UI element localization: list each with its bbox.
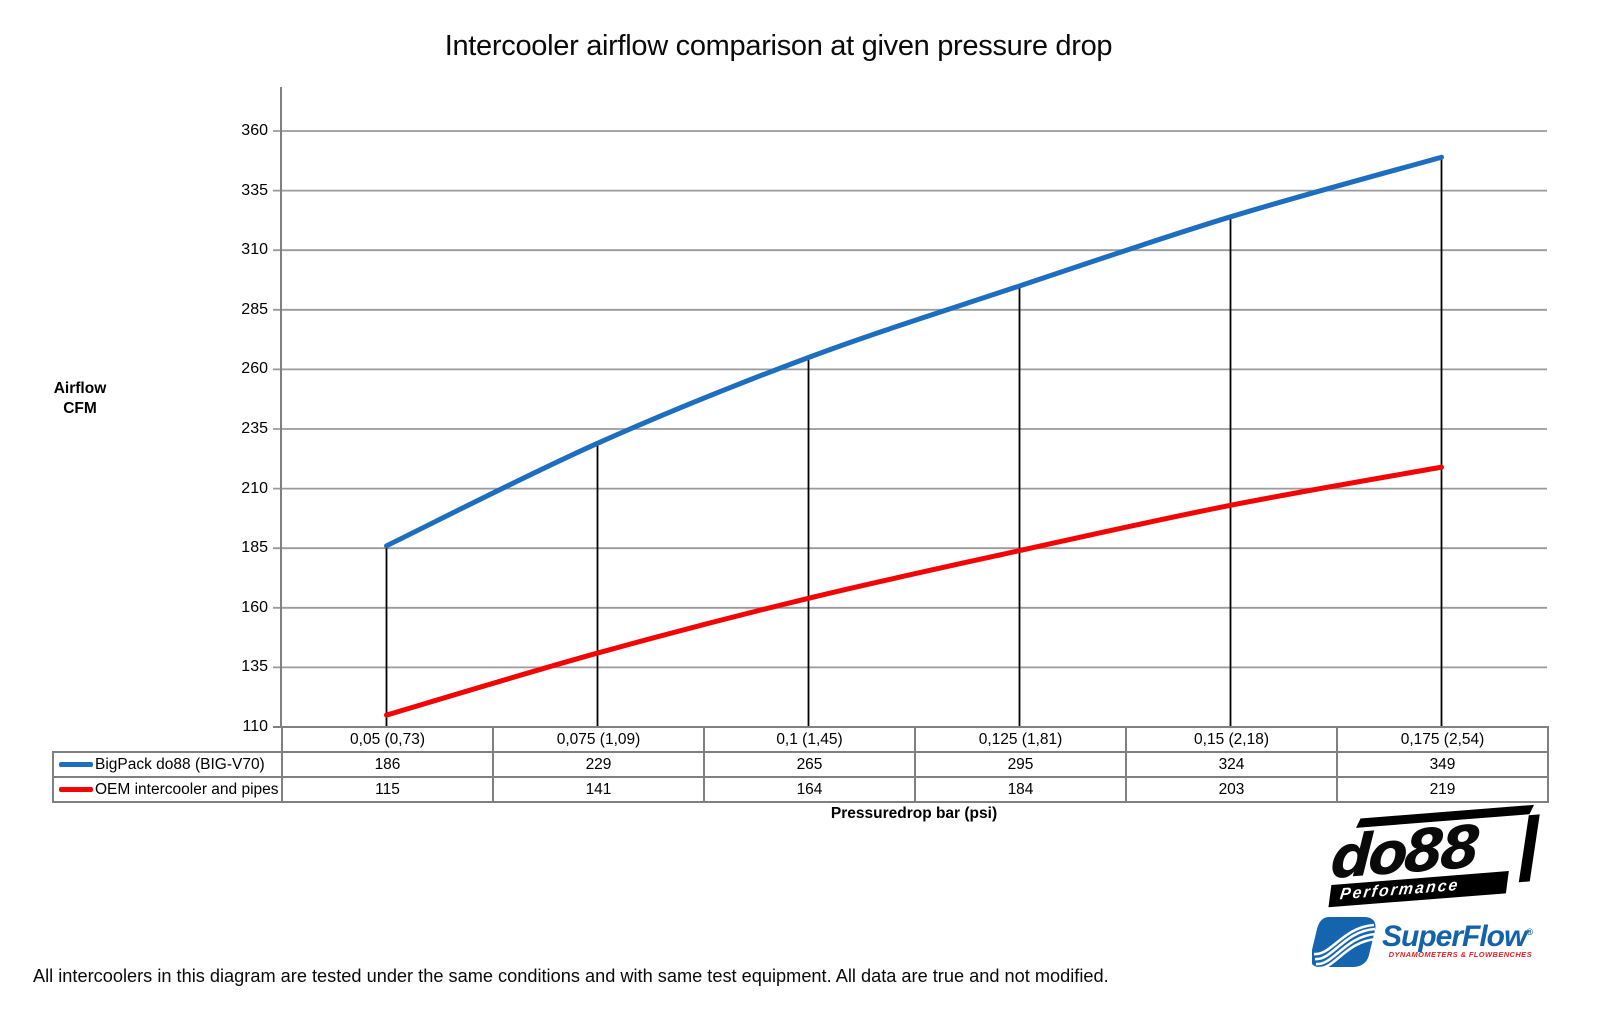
y-tick-label: 285 xyxy=(241,300,268,318)
superflow-tagline: DYNAMOMETERS & FLOWBENCHES xyxy=(1388,950,1532,959)
registered-trademark-symbol: ® xyxy=(1526,927,1533,937)
value-cell: 186 xyxy=(281,751,494,778)
category-header-cell: 0,1 (1,45) xyxy=(703,726,916,753)
series-name: BigPack do88 (BIG-V70) xyxy=(95,755,265,773)
data-table: 0,05 (0,73) 0,075 (1,09) 0,1 (1,45) 0,12… xyxy=(52,726,1549,803)
y-axis-title: Airflow CFM xyxy=(20,379,140,419)
y-tick-label: 160 xyxy=(241,598,268,616)
series-row-oem: OEM intercooler and pipes 115 141 164 18… xyxy=(52,776,1549,803)
legend-line-swatch-blue xyxy=(59,762,93,767)
value-cell: 349 xyxy=(1336,751,1549,778)
y-axis-title-line1: Airflow xyxy=(53,380,107,397)
value-cell: 324 xyxy=(1125,751,1338,778)
category-header-cell: 0,15 (2,18) xyxy=(1125,726,1338,753)
superflow-wordmark: SuperFlow® xyxy=(1382,920,1533,953)
do88-logo: do88 Performance xyxy=(1324,804,1540,908)
y-tick-label: 135 xyxy=(241,658,268,676)
y-axis-tick-labels: 360 335 310 285 260 235 210 185 160 135 … xyxy=(185,0,268,1028)
superflow-logo: SuperFlow® DYNAMOMETERS & FLOWBENCHES xyxy=(1312,916,1548,970)
category-header-cell: 0,05 (0,73) xyxy=(281,726,494,753)
y-tick-label: 360 xyxy=(241,122,268,139)
value-cell: 229 xyxy=(492,751,705,778)
category-header-cell: 0,075 (1,09) xyxy=(492,726,705,753)
y-tick-label: 185 xyxy=(241,539,268,557)
x-axis-title: Pressuredrop bar (psi) xyxy=(830,805,998,822)
y-tick-label: 335 xyxy=(241,181,268,199)
y-tick-label: 235 xyxy=(241,420,268,437)
footer-note: All intercoolers in this diagram are tes… xyxy=(33,966,1109,986)
y-axis-title-line2: CFM xyxy=(63,400,97,417)
legend-cell-bigpack: BigPack do88 (BIG-V70) xyxy=(52,751,283,778)
y-tick-label: 210 xyxy=(241,479,268,497)
y-tick-label: 260 xyxy=(241,360,268,378)
series-row-bigpack: BigPack do88 (BIG-V70) 186 229 265 295 3… xyxy=(52,751,1549,778)
series-name: OEM intercooler and pipes xyxy=(95,780,279,798)
table-corner-spacer xyxy=(53,727,282,752)
category-row: 0,05 (0,73) 0,075 (1,09) 0,1 (1,45) 0,12… xyxy=(53,726,1549,753)
value-cell: 295 xyxy=(914,751,1127,778)
category-header-cell: 0,175 (2,54) xyxy=(1336,726,1549,753)
category-header-cell: 0,125 (1,81) xyxy=(914,726,1127,753)
value-cell: 203 xyxy=(1125,776,1338,803)
value-cell: 265 xyxy=(703,751,916,778)
value-cell: 164 xyxy=(703,776,916,803)
y-tick-label: 110 xyxy=(242,718,268,735)
legend-line-swatch-red xyxy=(59,787,93,792)
value-cell: 184 xyxy=(914,776,1127,803)
value-cell: 219 xyxy=(1336,776,1549,803)
y-tick-label: 310 xyxy=(241,241,268,259)
superflow-wave-icon xyxy=(1312,917,1378,968)
legend-cell-oem: OEM intercooler and pipes xyxy=(52,776,283,803)
value-cell: 141 xyxy=(492,776,705,803)
chart-title: Intercooler airflow comparison at given … xyxy=(444,30,1113,62)
value-cell: 115 xyxy=(281,776,494,803)
